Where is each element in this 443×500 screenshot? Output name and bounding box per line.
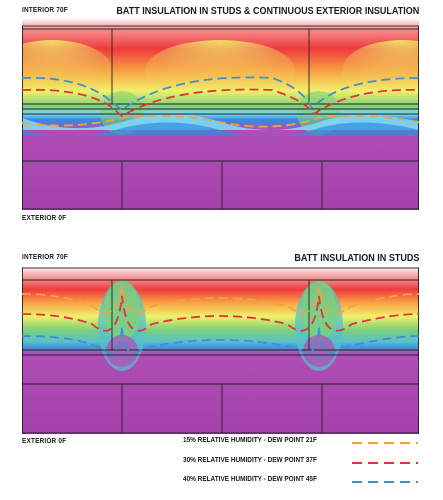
exterior-label-bottom: EXTERIOR 0F bbox=[22, 438, 67, 445]
thermal-diagram-studs-only bbox=[22, 266, 419, 434]
interior-label-bottom: INTERIOR 70F bbox=[22, 254, 68, 261]
exterior-label-top: EXTERIOR 0F bbox=[22, 215, 67, 222]
legend-label: 15% RELATIVE HUMIDITY - DEW POINT 21F bbox=[183, 437, 317, 444]
legend-item-40rh: 40% RELATIVE HUMIDITY - DEW POINT 45F bbox=[0, 476, 443, 488]
legend-label: 40% RELATIVE HUMIDITY - DEW POINT 45F bbox=[183, 476, 317, 483]
legend-label: 30% RELATIVE HUMIDITY - DEW POINT 37F bbox=[183, 457, 317, 464]
legend-item-30rh: 30% RELATIVE HUMIDITY - DEW POINT 37F bbox=[0, 457, 443, 469]
thermal-diagram-continuous-insulation bbox=[22, 18, 419, 210]
legend-item-15rh: 15% RELATIVE HUMIDITY - DEW POINT 21F bbox=[0, 437, 443, 449]
panel-title-bottom: BATT INSULATION IN STUDS bbox=[293, 252, 419, 264]
legend-swatch-orange bbox=[352, 442, 418, 444]
legend-swatch-blue bbox=[352, 481, 418, 483]
panel-title-top: BATT INSULATION IN STUDS & CONTINUOUS EX… bbox=[115, 5, 419, 17]
interior-label-top: INTERIOR 70F bbox=[22, 7, 68, 14]
legend-swatch-red bbox=[352, 462, 418, 464]
